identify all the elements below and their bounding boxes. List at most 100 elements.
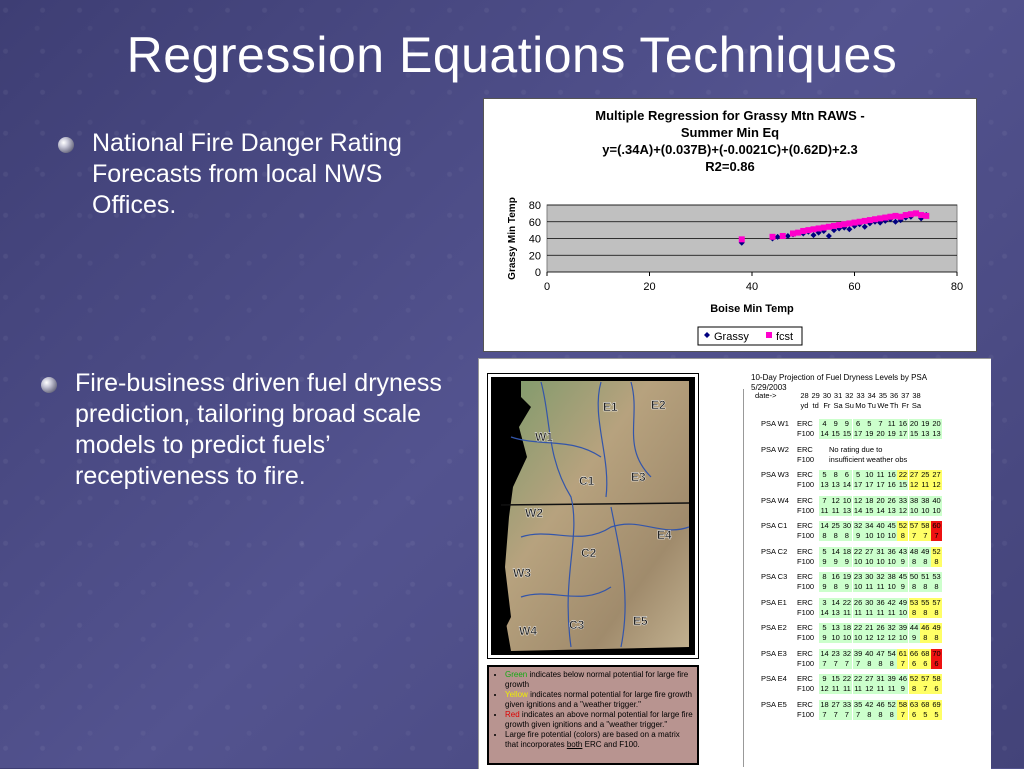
legend-item-red: Red indicates an above normal potential …	[505, 710, 693, 730]
erc-value: 13	[830, 623, 842, 633]
erc-label: ERC	[797, 674, 813, 683]
f100-value: 10	[886, 556, 898, 567]
f100-value: 8	[931, 607, 942, 618]
f100-value: 10	[841, 633, 853, 643]
erc-value: 12	[830, 495, 842, 506]
erc-value: 47	[875, 648, 886, 659]
f100-value: 12	[886, 633, 898, 643]
erc-value: 43	[897, 546, 909, 557]
day-number: 30	[822, 391, 832, 400]
erc-value: 21	[863, 623, 875, 633]
erc-value: 27	[908, 470, 920, 480]
erc-label: ERC	[797, 521, 813, 530]
y-tick-label: 20	[529, 250, 541, 262]
f100-value: 9	[852, 531, 864, 541]
erc-value: 5	[852, 470, 864, 480]
day-of-week: We	[877, 401, 889, 410]
f100-value: 7	[830, 658, 842, 669]
legend-item-yellow: Yellow indicates normal potential for la…	[505, 690, 693, 710]
f100-value: 11	[841, 607, 853, 618]
f100-value: 8	[897, 531, 909, 541]
fcst-point	[887, 213, 894, 220]
fcst-point	[815, 225, 822, 232]
legend-inner: Green indicates below normal potential f…	[489, 667, 697, 763]
erc-value: 60	[931, 521, 942, 531]
f100-value: 11	[863, 607, 875, 618]
psa-zone-label: E5	[633, 614, 648, 628]
grassy-point	[774, 233, 781, 240]
map-legend: Green indicates below normal potential f…	[487, 665, 699, 765]
erc-value: 53	[908, 597, 920, 608]
erc-value: 36	[886, 546, 898, 557]
f100-value: 11	[886, 607, 898, 618]
erc-value: 38	[886, 572, 898, 582]
erc-value: 14	[819, 648, 830, 659]
f100-value: 8	[830, 531, 842, 541]
erc-value: 22	[852, 674, 864, 684]
psa-boundary	[520, 523, 690, 538]
erc-value: 54	[886, 648, 898, 659]
erc-value: 5	[863, 419, 875, 429]
erc-value: 23	[830, 648, 842, 659]
erc-value: 46	[919, 623, 931, 633]
x-tick-label: 80	[951, 281, 963, 293]
y-tick-label: 0	[535, 267, 541, 279]
fcst-point	[769, 233, 776, 240]
day-number: 31	[833, 391, 843, 400]
x-tick-label: 20	[643, 281, 655, 293]
erc-value: 52	[897, 521, 909, 531]
erc-value: 32	[852, 521, 864, 531]
erc-value: 33	[841, 699, 853, 710]
fcst-point	[902, 212, 909, 219]
f100-value: 10	[875, 531, 886, 541]
erc-value: 40	[875, 521, 886, 531]
f100-value: 7	[830, 709, 842, 720]
erc-value: 16	[886, 470, 898, 480]
f100-value: 6	[919, 658, 931, 669]
fcst-point	[866, 217, 873, 224]
y-tick-label: 60	[529, 217, 541, 229]
erc-value: 8	[819, 572, 830, 582]
chart-title-line: Multiple Regression for Grassy Mtn RAWS …	[595, 108, 865, 123]
f100-value: 15	[830, 429, 842, 439]
erc-value: 31	[875, 546, 886, 557]
projection-title: 10-Day Projection of Fuel Dryness Levels…	[751, 373, 927, 393]
fcst-point	[897, 213, 904, 220]
fcst-point	[779, 232, 786, 239]
fcst-point	[805, 227, 812, 234]
erc-value: 49	[931, 623, 942, 633]
f100-value: 7	[897, 709, 909, 720]
fcst-point	[918, 212, 925, 219]
y-tick-label: 40	[529, 234, 541, 246]
erc-value: 3	[819, 597, 830, 608]
erc-value: 49	[897, 597, 909, 608]
erc-label: ERC	[797, 419, 813, 428]
erc-value: 46	[875, 699, 886, 710]
psa-label: PSA W2	[761, 444, 789, 454]
f100-value: 8	[908, 556, 920, 567]
f100-value: 12	[863, 633, 875, 643]
f100-value: 9	[830, 556, 842, 567]
fcst-point	[790, 230, 796, 237]
erc-value: 57	[919, 674, 931, 684]
f100-value: 11	[875, 684, 886, 694]
legend-green-word: Green	[505, 670, 528, 679]
f100-label: F100	[797, 582, 815, 591]
erc-value: 27	[863, 674, 875, 684]
psa-label: PSA E3	[761, 648, 787, 658]
fcst-point	[795, 229, 802, 236]
fcst-point	[836, 222, 843, 229]
f100-value: 9	[841, 582, 853, 592]
erc-value: 51	[919, 572, 931, 582]
f100-value: 9	[819, 633, 830, 643]
f100-value: 17	[852, 480, 864, 490]
f100-value: 8	[886, 709, 898, 720]
f100-value: 8	[863, 709, 875, 720]
erc-value: 63	[908, 699, 920, 710]
f100-label: F100	[797, 480, 815, 489]
f100-value: 10	[919, 505, 931, 516]
f100-value: 9	[897, 556, 909, 567]
f100-value: 7	[919, 531, 931, 541]
erc-value: 55	[919, 597, 931, 608]
f100-value: 12	[931, 480, 942, 490]
